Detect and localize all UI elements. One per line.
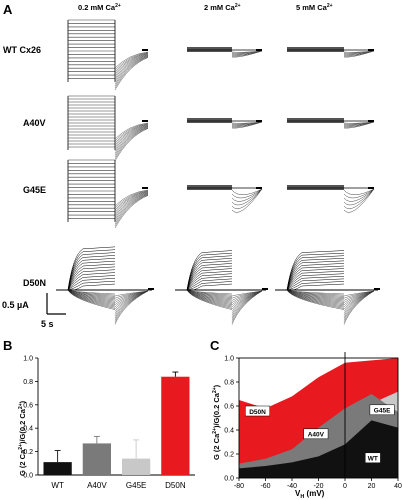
panel-c-xtick-label: -80	[234, 483, 244, 490]
trace-row4-col1	[56, 246, 154, 325]
bar-g45e	[121, 458, 151, 475]
label-box-a40v	[303, 428, 329, 440]
row-label-a40v: A40V	[23, 118, 46, 128]
panel-c-xtick-label: 20	[368, 483, 376, 490]
panel-c-xtick-label: -40	[287, 483, 297, 490]
trace-row3-col1	[67, 159, 149, 229]
series-label-a40v: A40V	[308, 432, 325, 439]
category-label-a40v: A40V	[87, 481, 107, 490]
area-chart: 0.0 0.2 0.4 0.6 0.8 1.0 -80 -60 -40 -20 0 20 40 D50N G…	[224, 352, 402, 490]
panel-c-xtick-label: -60	[260, 483, 270, 490]
trace-row2-col1	[67, 95, 149, 162]
area-wt	[239, 420, 398, 478]
series-label-g45e: G45E	[374, 408, 391, 415]
series-label-wt: WT	[368, 456, 378, 463]
trace-row1-col1	[67, 19, 149, 91]
scale-time-label: 5 s	[41, 319, 54, 329]
bar-wt	[43, 462, 72, 475]
panel-c-ytick-label: 0.2	[224, 452, 234, 459]
panel-c-ytick-label: 1.0	[224, 356, 234, 363]
category-label-wt: WT	[51, 481, 64, 490]
label-box-g45e	[369, 404, 395, 416]
row-label-wt: WT Cx26	[3, 45, 41, 55]
trace-row1-col2	[187, 47, 263, 58]
current-traces	[56, 19, 380, 325]
trace-row3-col2	[187, 185, 263, 213]
bar-a40v	[82, 443, 112, 475]
panel-c-ytick-label: 0.4	[224, 428, 234, 435]
category-label-g45e: G45E	[126, 481, 146, 490]
trace-row3-col3	[287, 185, 375, 213]
panel-c-ytick-label: 0.0	[224, 476, 234, 483]
panel-b-ytick-label: 0.0	[23, 473, 33, 480]
row-label-g45e: G45E	[23, 185, 46, 195]
panel-c-ytick-label: 0.6	[224, 404, 234, 411]
panel-c-xtick-label: 40	[394, 483, 402, 490]
trace-row1-col3	[287, 47, 375, 58]
label-box-wt	[364, 452, 381, 464]
trace-row2-col2	[187, 118, 263, 129]
panel-c-letter: C	[210, 338, 220, 353]
col-header-3: 5 mM Ca2+	[296, 3, 333, 12]
trace-row4-col2	[175, 250, 268, 325]
label-box-d50n	[245, 405, 271, 417]
series-label-d50n: D50N	[249, 409, 266, 416]
col-header-1: 0.2 mM Ca2+	[78, 3, 121, 12]
panel-c-xtick-label: -20	[313, 483, 323, 490]
bar-d50n	[161, 376, 190, 475]
trace-row4-col3	[275, 250, 380, 325]
row-label-d50n: D50N	[23, 278, 46, 288]
panel-b-letter: B	[3, 338, 12, 353]
scale-current-label: 0.5 µA	[2, 300, 29, 310]
panel-c-ytick-label: 0.8	[224, 380, 234, 387]
panel-c-ylabel: G (2 Ca2+)/G(0.2 Ca2+)	[212, 384, 221, 460]
panel-c-xlabel: VH (mV)	[295, 489, 325, 500]
panel-c-xtick-label: 0	[343, 483, 347, 490]
trace-row2-col3	[287, 118, 375, 129]
panel-b-ylabel: G (2 Ca2+)/G(0.2 Ca2+)	[18, 400, 27, 476]
col-header-2: 2 mM Ca2+	[204, 3, 241, 12]
panel-b-ytick-label: 0.8	[23, 379, 33, 386]
panel-b-ytick-label: 0.4	[23, 426, 33, 433]
category-label-d50n: D50N	[165, 481, 186, 490]
panel-b-ytick-label: 0.6	[23, 402, 33, 409]
bar-chart: 0.0 0.2 0.4 0.6 0.8 1.0 WT A40V G45E D50N	[23, 356, 195, 490]
panel-b-ytick-label: 1.0	[23, 356, 33, 363]
panel-b-ytick-label: 0.2	[23, 449, 33, 456]
panel-a-letter: A	[3, 2, 13, 17]
